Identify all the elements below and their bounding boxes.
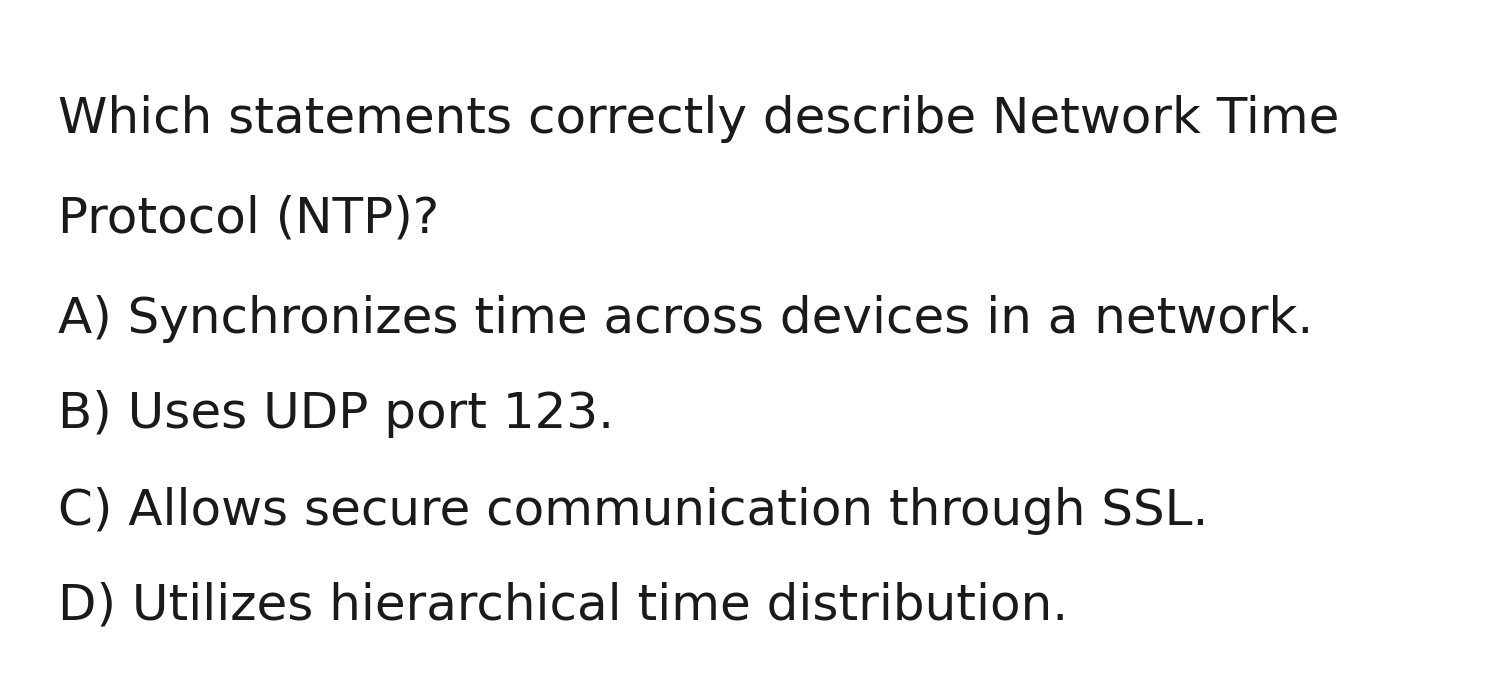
Text: A) Synchronizes time across devices in a network.: A) Synchronizes time across devices in a…: [58, 295, 1314, 343]
Text: C) Allows secure communication through SSL.: C) Allows secure communication through S…: [58, 487, 1209, 535]
Text: Which statements correctly describe Network Time: Which statements correctly describe Netw…: [58, 95, 1340, 143]
Text: B) Uses UDP port 123.: B) Uses UDP port 123.: [58, 390, 614, 438]
Text: D) Utilizes hierarchical time distribution.: D) Utilizes hierarchical time distributi…: [58, 582, 1068, 630]
Text: Protocol (NTP)?: Protocol (NTP)?: [58, 195, 440, 243]
